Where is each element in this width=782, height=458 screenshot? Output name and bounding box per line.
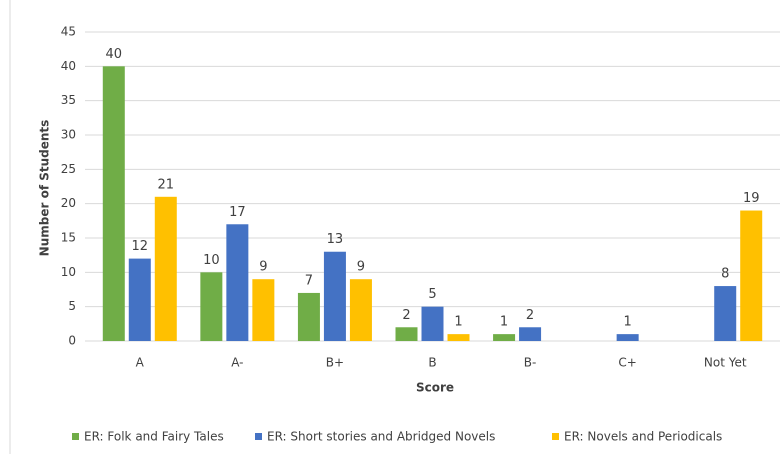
data-label: 40 — [106, 47, 123, 62]
data-label: 5 — [428, 287, 436, 302]
data-label: 9 — [259, 260, 267, 275]
x-tick-label: C+ — [618, 356, 636, 370]
bar — [349, 279, 372, 341]
bar — [519, 327, 542, 341]
y-tick-label: 30 — [61, 128, 76, 142]
bar — [252, 279, 275, 341]
y-tick-label: 0 — [68, 334, 76, 348]
data-label: 1 — [500, 315, 508, 330]
data-label: 17 — [229, 205, 246, 220]
bar — [447, 334, 470, 341]
bar — [616, 334, 639, 341]
x-tick-label: B+ — [326, 356, 344, 370]
y-tick-label: 25 — [61, 162, 76, 176]
bar — [128, 258, 151, 341]
x-tick-label: A- — [231, 356, 243, 370]
data-label: 9 — [357, 260, 365, 275]
data-label: 2 — [402, 308, 410, 323]
data-label: 10 — [203, 253, 220, 268]
data-label: 13 — [327, 232, 344, 247]
y-tick-label: 45 — [61, 25, 76, 39]
data-label: 7 — [305, 273, 313, 288]
x-axis-title: Score — [416, 381, 454, 395]
y-axis-title: Number of Students — [38, 120, 52, 257]
data-label: 2 — [526, 308, 534, 323]
legend-label: ER: Folk and Fairy Tales — [84, 430, 224, 444]
x-tick-label: B- — [524, 356, 537, 370]
x-tick-label: A — [136, 356, 145, 370]
bar — [493, 334, 516, 341]
data-label: 19 — [743, 191, 760, 206]
y-tick-label: 20 — [61, 196, 76, 210]
bar — [226, 224, 249, 341]
bar — [297, 292, 320, 341]
data-label: 1 — [454, 315, 462, 330]
y-tick-label: 10 — [61, 265, 76, 279]
legend-swatch — [255, 433, 262, 440]
legend-swatch — [72, 433, 79, 440]
data-label: 12 — [132, 239, 149, 254]
bar — [102, 66, 125, 341]
bar — [200, 272, 223, 341]
y-tick-label: 5 — [68, 299, 76, 313]
x-tick-label: Not Yet — [704, 356, 747, 370]
data-label: 8 — [721, 267, 729, 282]
legend-swatch — [552, 433, 559, 440]
x-tick-label: B — [428, 356, 436, 370]
bar — [714, 286, 737, 341]
bar — [421, 306, 444, 341]
y-tick-label: 15 — [61, 231, 76, 245]
y-tick-label: 35 — [61, 93, 76, 107]
legend-label: ER: Short stories and Abridged Novels — [267, 430, 495, 444]
y-tick-label: 40 — [61, 59, 76, 73]
bar — [323, 251, 346, 341]
data-label: 21 — [158, 177, 175, 192]
bar — [395, 327, 418, 341]
bar — [740, 210, 763, 341]
bar — [154, 196, 177, 341]
legend-label: ER: Novels and Periodicals — [564, 430, 722, 444]
data-label: 1 — [624, 315, 632, 330]
